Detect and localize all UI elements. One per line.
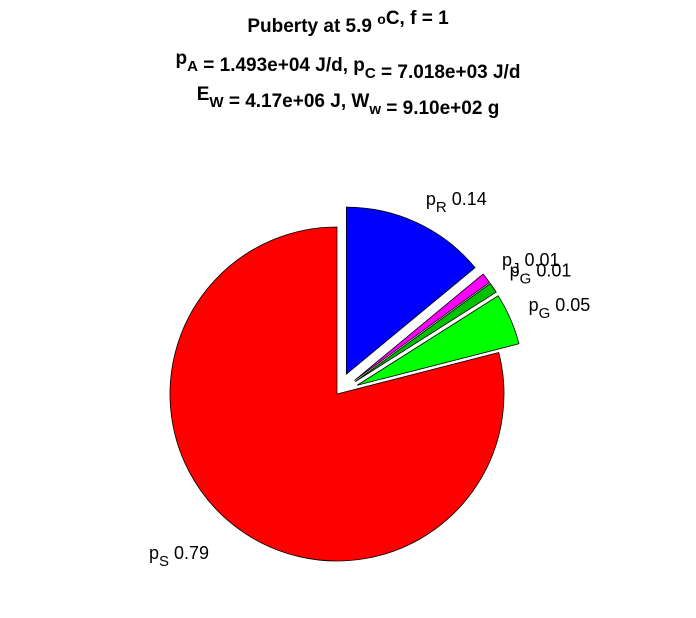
label-name: p <box>149 543 159 563</box>
chart-title: pA = 1.493e+04 J/d, pC = 7.018e+03 J/d <box>176 48 521 83</box>
label-name: p <box>510 261 520 281</box>
title-part: Puberty at 5.9 <box>247 16 377 37</box>
title-part: C, f = 1 <box>386 8 449 29</box>
title-part: = 7.018e+03 J/d <box>376 62 521 83</box>
label-value: 0.01 <box>536 261 571 281</box>
title-part: = 4.17e+06 J, W <box>224 91 370 112</box>
title-part: = 1.493e+04 J/d, p <box>198 55 365 76</box>
title-part: = 9.10e+02 g <box>381 98 499 119</box>
label-sub: S <box>159 553 169 570</box>
label-name: p <box>502 250 512 270</box>
title-part: o <box>377 11 386 27</box>
label-value: 0.01 <box>524 250 559 270</box>
title-part: E <box>197 84 210 105</box>
label-value: 0.05 <box>555 295 590 315</box>
title-part: A <box>187 58 198 75</box>
slice-label: pG 0.05 <box>529 295 591 322</box>
label-sub: R <box>436 199 447 216</box>
label-sub: G <box>539 305 551 322</box>
label-sub: J <box>512 260 519 277</box>
slice-label: pJ 0.01 <box>502 250 560 277</box>
label-value: 0.79 <box>174 543 209 563</box>
chart-title: Puberty at 5.9 oC, f = 1 <box>247 8 449 37</box>
slice-label: pG 0.01 <box>510 261 572 288</box>
slice-label: pS 0.79 <box>149 543 209 570</box>
pie-slice <box>345 206 476 375</box>
title-part: p <box>176 48 188 69</box>
title-part: w <box>368 101 381 118</box>
title-part: C <box>365 65 376 82</box>
slice-label: pR 0.14 <box>426 189 487 216</box>
pie-slice <box>356 295 520 386</box>
label-name: p <box>426 189 436 209</box>
chart-title: EW = 4.17e+06 J, Ww = 9.10e+02 g <box>197 84 500 119</box>
title-part: W <box>209 94 224 111</box>
label-sub: G <box>520 271 532 288</box>
pie-slice <box>354 273 491 381</box>
label-value: 0.14 <box>452 189 487 209</box>
label-name: p <box>529 295 539 315</box>
pie-slice <box>169 226 505 562</box>
pie-slice <box>354 282 497 382</box>
